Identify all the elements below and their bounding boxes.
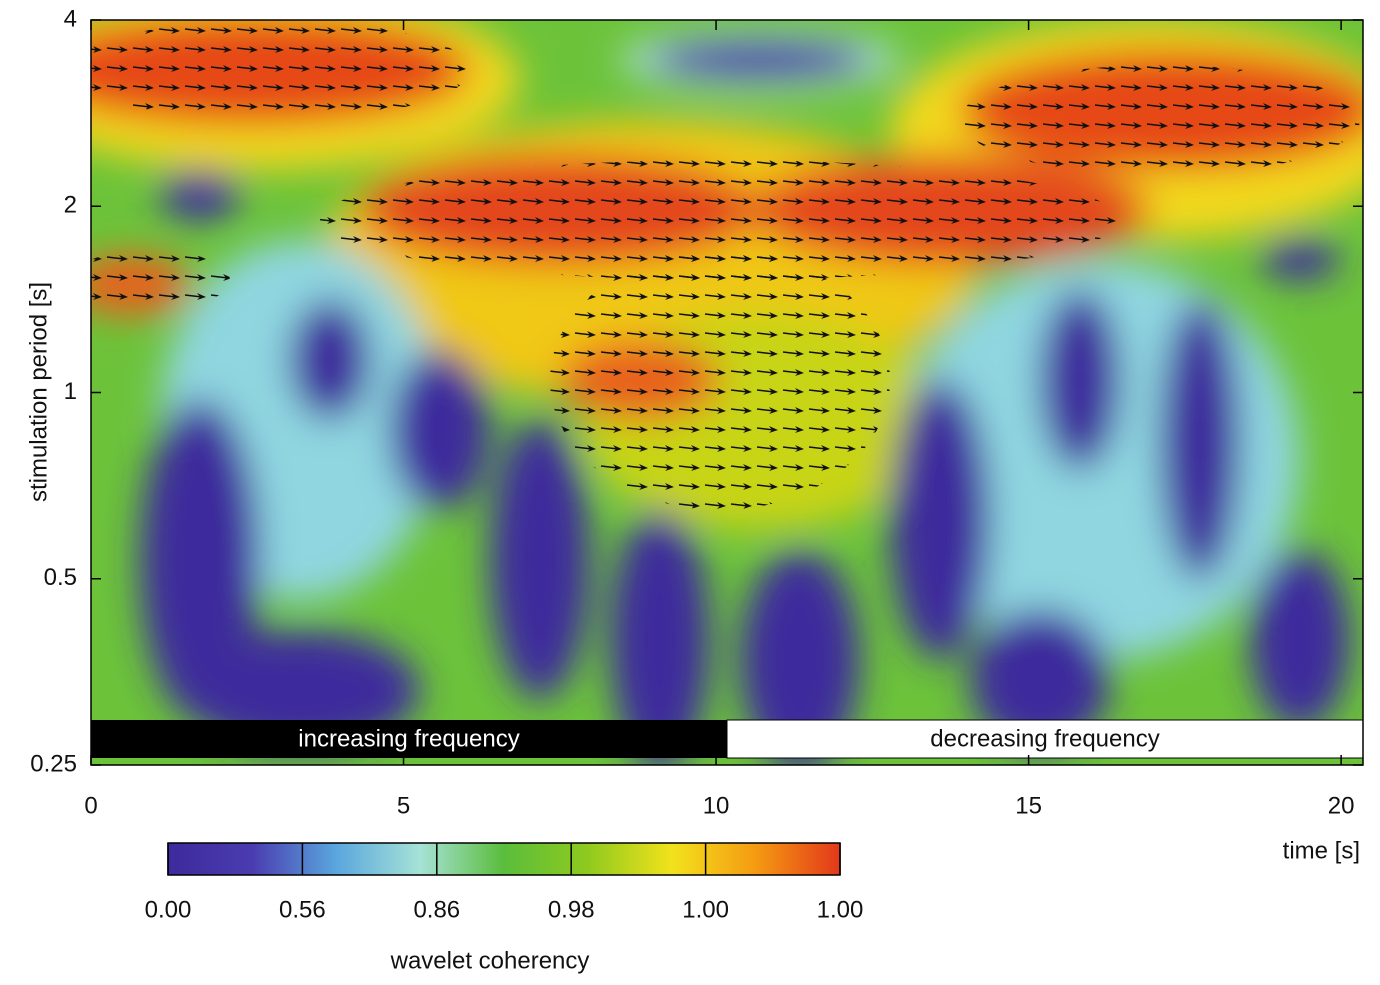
colorbar-label: wavelet coherency (390, 947, 590, 974)
colorbar-tick-label: 0.86 (413, 896, 460, 923)
x-axis-label: time [s] (1283, 837, 1360, 864)
coherency-field (0, 0, 1380, 770)
x-tick-label: 15 (1015, 792, 1042, 819)
y-tick-label: 0.5 (44, 564, 77, 591)
annotation: decreasing frequency (930, 725, 1159, 752)
colorbar-tick-label: 0.56 (279, 896, 326, 923)
colorbar-tick-label: 1.00 (817, 896, 864, 923)
y-tick-label: 2 (64, 192, 77, 219)
colorbar-tick-label: 0.00 (145, 896, 192, 923)
y-tick-label: 1 (64, 378, 77, 405)
colorbar (168, 843, 840, 875)
colorbar-tick-label: 0.98 (548, 896, 595, 923)
annotation: increasing frequency (298, 725, 519, 752)
y-tick-label: 0.25 (30, 750, 77, 777)
x-tick-label: 10 (703, 792, 730, 819)
colorbar-tick-label: 1.00 (682, 896, 729, 923)
x-tick-label: 5 (397, 792, 410, 819)
y-tick-label: 4 (64, 5, 77, 32)
chart: increasing frequency decreasing frequenc… (0, 0, 1380, 980)
page: {"chart_data":{"type":"heatmap", "x_labe… (0, 0, 1380, 980)
y-axis-label: stimulation period [s] (25, 282, 52, 502)
x-tick-label: 20 (1328, 792, 1355, 819)
x-tick-label: 0 (84, 792, 97, 819)
